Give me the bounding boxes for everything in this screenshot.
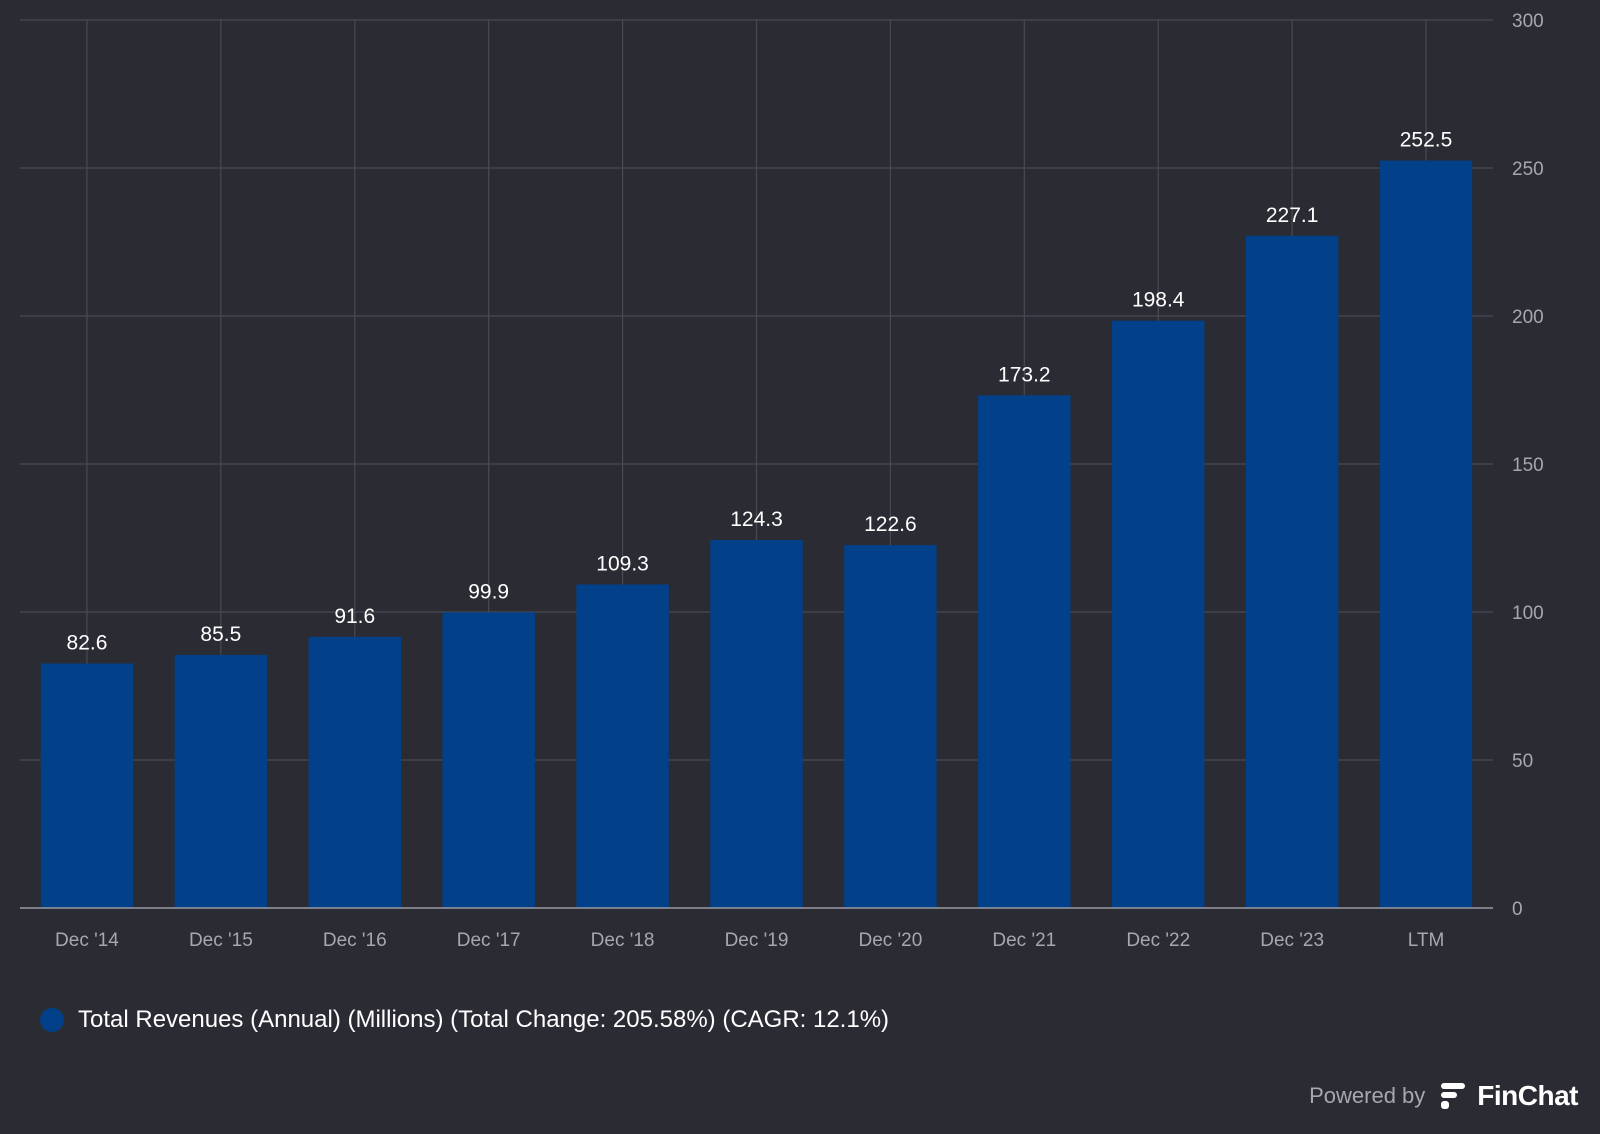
- x-tick-label: Dec '17: [457, 930, 521, 951]
- bar[interactable]: [174, 654, 268, 908]
- x-tick-label: LTM: [1408, 930, 1445, 951]
- brand-logo[interactable]: FinChat: [1437, 1080, 1578, 1112]
- bar-value-label: 99.9: [468, 580, 509, 603]
- x-tick-label: Dec '20: [858, 930, 922, 951]
- x-tick-label: Dec '21: [992, 930, 1056, 951]
- bar[interactable]: [308, 636, 401, 908]
- bar-value-label: 252.5: [1400, 129, 1453, 152]
- bar-value-label: 85.5: [200, 623, 241, 646]
- x-tick-label: Dec '23: [1260, 930, 1324, 951]
- legend[interactable]: Total Revenues (Annual) (Millions) (Tota…: [40, 1006, 889, 1034]
- x-tick-label: Dec '18: [591, 930, 655, 951]
- bar[interactable]: [710, 540, 803, 908]
- x-axis-tick-labels: Dec '14 Dec '15 Dec '16 Dec '17 Dec '18 Dec '…: [55, 930, 1444, 951]
- legend-label: Total Revenues (Annual) (Millions) (Tota…: [78, 1006, 890, 1033]
- y-tick-label: 150: [1512, 455, 1544, 476]
- y-tick-label: 0: [1512, 899, 1523, 920]
- x-tick-label: Dec '19: [725, 930, 789, 951]
- bar[interactable]: [442, 612, 535, 908]
- bar[interactable]: [576, 584, 669, 908]
- bar-value-label: 173.2: [998, 363, 1051, 386]
- revenue-bar-chart: 82.6 85.5 91.6 99.9 109.3 124.3 122.6 173.2 198.…: [20, 11, 1544, 951]
- brand-name: FinChat: [1477, 1080, 1578, 1111]
- legend-marker: [40, 1008, 64, 1032]
- powered-by-label: Powered by: [1309, 1083, 1426, 1108]
- y-axis-tick-labels: 0 50 100 150 200 250 300: [1512, 11, 1544, 920]
- bar-value-label: 198.4: [1132, 289, 1185, 312]
- x-tick-label: Dec '22: [1126, 930, 1190, 951]
- finchat-logo-icon: [1441, 1083, 1466, 1109]
- x-tick-label: Dec '16: [323, 930, 387, 951]
- bar[interactable]: [1245, 235, 1339, 908]
- bar-value-labels: 82.6 85.5 91.6 99.9 109.3 124.3 122.6 173.2 198.…: [67, 129, 1453, 655]
- bar[interactable]: [1379, 160, 1473, 909]
- bar[interactable]: [844, 545, 937, 908]
- bars: [40, 160, 1473, 909]
- y-tick-label: 250: [1512, 159, 1544, 180]
- bar-value-label: 82.6: [67, 632, 108, 655]
- x-tick-label: Dec '15: [189, 930, 253, 951]
- bar[interactable]: [1112, 320, 1205, 909]
- y-tick-label: 200: [1512, 307, 1544, 328]
- bar-value-label: 109.3: [596, 552, 649, 575]
- y-tick-label: 300: [1512, 11, 1544, 32]
- bar-value-label: 91.6: [334, 605, 375, 628]
- x-tick-label: Dec '14: [55, 930, 119, 951]
- y-tick-label: 50: [1512, 751, 1533, 772]
- bar-value-label: 227.1: [1266, 204, 1319, 227]
- bar-value-label: 122.6: [864, 513, 917, 536]
- y-tick-label: 100: [1512, 603, 1544, 624]
- bar[interactable]: [40, 663, 134, 908]
- bar-value-label: 124.3: [730, 508, 783, 531]
- bar[interactable]: [978, 395, 1071, 908]
- branding[interactable]: Powered by FinChat: [1309, 1080, 1578, 1112]
